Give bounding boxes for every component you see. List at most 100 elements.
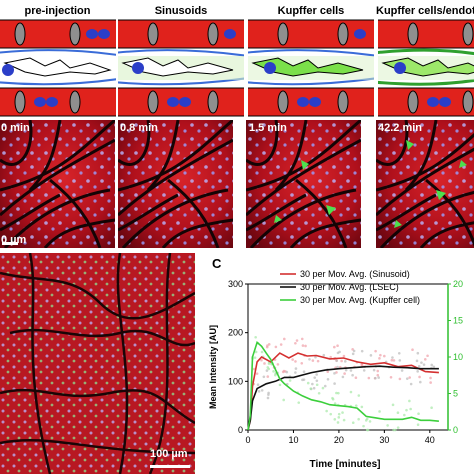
raw-point	[333, 402, 337, 405]
raw-point	[417, 364, 421, 368]
raw-point	[393, 428, 397, 432]
raw-point	[409, 382, 413, 386]
raw-point	[252, 367, 256, 371]
schematic-kupffer	[248, 19, 374, 117]
raw-point	[400, 369, 404, 372]
raw-point	[369, 354, 373, 357]
raw-point	[326, 370, 330, 374]
raw-point	[274, 345, 278, 349]
raw-point	[357, 417, 360, 421]
time-label-2: 1.5 min	[249, 122, 287, 134]
legend-label: 30 per Mov. Avg. (Kupffer cell)	[300, 295, 420, 305]
raw-point	[294, 360, 297, 363]
intensity-chart: 0 10 20 30 40 0 100 200 300 0 5 10 15 20 30 per Mov. …	[208, 269, 463, 470]
raw-point	[285, 370, 289, 374]
schematic-sinusoids	[118, 19, 244, 117]
raw-point	[323, 384, 327, 388]
raw-point	[300, 337, 304, 341]
y-tick-label: 300	[228, 279, 243, 289]
raw-point	[374, 376, 377, 380]
raw-point	[386, 424, 389, 427]
raw-point	[341, 411, 344, 414]
scale-bar	[2, 242, 18, 245]
raw-point	[317, 391, 321, 395]
raw-point	[432, 365, 436, 369]
plot-frame	[247, 283, 449, 431]
y2-tick-label: 5	[453, 389, 458, 399]
raw-point	[379, 353, 382, 357]
raw-point	[336, 421, 340, 424]
raw-point	[335, 371, 338, 374]
phase-title-kupffer-cells: Kupffer cells	[277, 5, 345, 17]
raw-point	[365, 417, 369, 421]
raw-point	[376, 369, 380, 373]
raw-point	[377, 376, 380, 379]
raw-point	[326, 377, 330, 381]
raw-point	[396, 426, 400, 429]
raw-point	[311, 359, 315, 362]
x-tick-label: 30	[379, 435, 389, 445]
raw-point	[279, 343, 283, 346]
raw-point	[391, 356, 394, 359]
micrograph-1-5min	[246, 120, 361, 248]
phase-title-kupffer-endothel: Kupffer cells/endothel	[376, 5, 474, 17]
raw-point	[300, 361, 304, 365]
time-label-1: 0.8 min	[120, 122, 158, 134]
raw-point	[282, 337, 286, 341]
raw-point	[389, 375, 393, 379]
raw-point	[360, 349, 364, 353]
raw-point	[333, 345, 336, 349]
raw-point	[405, 377, 409, 380]
raw-point	[403, 413, 406, 417]
raw-point	[340, 359, 343, 363]
raw-point	[398, 377, 402, 381]
time-label-3: 42.2 min	[378, 122, 423, 134]
raw-point	[408, 399, 411, 403]
raw-point	[267, 391, 270, 395]
y2-tick-label: 15	[453, 316, 463, 326]
raw-point	[392, 359, 396, 362]
schematic-kupffer-endothel	[378, 19, 474, 117]
schematic-row	[0, 19, 474, 117]
raw-point	[254, 350, 258, 354]
raw-point	[309, 387, 313, 390]
raw-point	[429, 381, 432, 384]
micrograph-42-2min	[376, 120, 474, 248]
raw-point	[260, 389, 264, 392]
scale-label-a: 0 µm	[1, 234, 27, 246]
raw-point	[396, 411, 400, 415]
raw-point	[337, 412, 341, 416]
x-tick-label: 40	[425, 435, 435, 445]
raw-point	[405, 408, 408, 412]
micrograph-0min	[0, 120, 115, 248]
raw-point	[408, 376, 411, 379]
raw-point	[336, 344, 339, 348]
raw-point	[374, 349, 377, 353]
y2-tick-label: 0	[453, 425, 458, 435]
raw-point	[263, 362, 266, 365]
raw-point	[316, 359, 320, 363]
raw-point	[349, 369, 353, 372]
raw-point	[321, 386, 325, 390]
raw-point	[329, 355, 332, 359]
raw-point	[276, 363, 280, 366]
raw-point	[391, 403, 395, 407]
raw-point	[335, 359, 338, 363]
raw-point	[313, 376, 317, 379]
raw-point	[343, 372, 346, 375]
panel-letter-c: C	[212, 256, 222, 271]
raw-point	[423, 358, 427, 361]
raw-point	[335, 391, 338, 395]
raw-point	[254, 335, 257, 339]
raw-point	[365, 428, 369, 432]
x-axis-title: Time [minutes]	[310, 459, 381, 470]
raw-point	[378, 357, 381, 360]
raw-point	[354, 376, 358, 380]
raw-point	[368, 420, 372, 423]
x-tick-label: 10	[288, 435, 298, 445]
raw-point	[415, 359, 419, 363]
raw-point	[426, 354, 429, 358]
raw-point	[337, 391, 340, 395]
raw-point	[281, 370, 285, 374]
raw-point	[301, 344, 305, 347]
